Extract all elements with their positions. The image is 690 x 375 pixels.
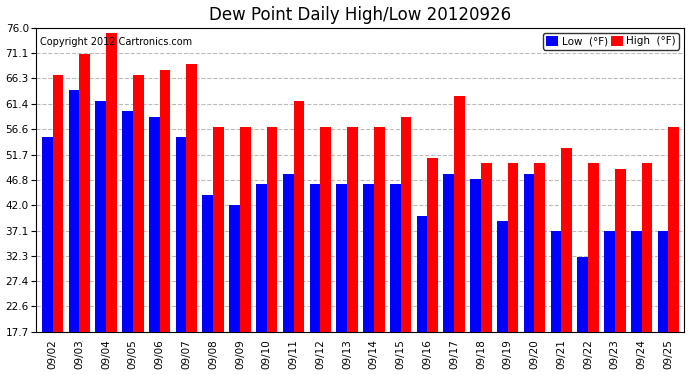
Bar (417, 216, 427, 375)
Bar (551, 231, 561, 375)
Bar (68, 90, 79, 375)
Bar (159, 70, 170, 375)
Bar (42, 137, 52, 375)
Bar (283, 174, 293, 375)
Bar (202, 195, 213, 375)
Bar (79, 54, 90, 375)
Bar (390, 184, 401, 375)
Bar (213, 127, 224, 375)
Bar (642, 164, 652, 375)
Bar (481, 164, 492, 375)
Bar (658, 231, 669, 375)
Bar (229, 205, 240, 375)
Bar (427, 158, 438, 375)
Bar (320, 127, 331, 375)
Bar (669, 127, 679, 375)
Legend: Low  (°F), High  (°F): Low (°F), High (°F) (543, 33, 679, 50)
Bar (52, 75, 63, 375)
Bar (561, 148, 572, 375)
Bar (401, 117, 411, 375)
Bar (578, 257, 588, 375)
Bar (176, 137, 186, 375)
Bar (267, 127, 277, 375)
Bar (310, 184, 320, 375)
Bar (508, 164, 518, 375)
Bar (149, 117, 159, 375)
Bar (336, 184, 347, 375)
Bar (133, 75, 144, 375)
Bar (588, 164, 599, 375)
Bar (444, 174, 454, 375)
Text: Copyright 2012 Cartronics.com: Copyright 2012 Cartronics.com (40, 37, 192, 47)
Bar (535, 164, 545, 375)
Bar (497, 221, 508, 375)
Bar (363, 184, 374, 375)
Bar (106, 33, 117, 375)
Bar (374, 127, 384, 375)
Bar (256, 184, 267, 375)
Bar (293, 101, 304, 375)
Bar (240, 127, 250, 375)
Bar (604, 231, 615, 375)
Bar (615, 169, 626, 375)
Bar (347, 127, 358, 375)
Bar (95, 101, 106, 375)
Bar (454, 96, 465, 375)
Title: Dew Point Daily High/Low 20120926: Dew Point Daily High/Low 20120926 (209, 6, 511, 24)
Bar (524, 174, 535, 375)
Bar (631, 231, 642, 375)
Bar (122, 111, 133, 375)
Bar (186, 64, 197, 375)
Bar (470, 179, 481, 375)
